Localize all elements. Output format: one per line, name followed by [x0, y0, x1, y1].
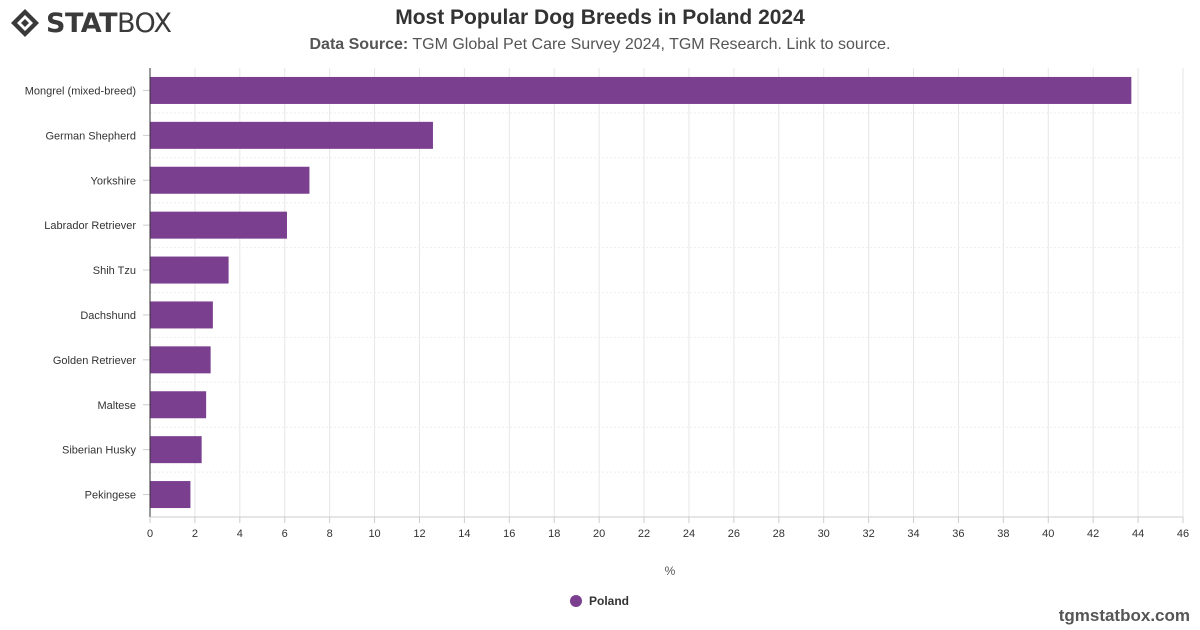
category-label: Shih Tzu [93, 265, 136, 277]
x-tick-label: 38 [997, 528, 1009, 540]
x-axis-title: % [665, 564, 676, 578]
legend-label: Poland [589, 594, 630, 608]
x-tick-label: 42 [1087, 528, 1099, 540]
source-link[interactable]: TGM Global Pet Care Survey 2024, TGM Res… [412, 36, 891, 53]
x-tick-label: 2 [192, 528, 198, 540]
bar[interactable] [150, 481, 191, 509]
x-tick-label: 20 [593, 528, 605, 540]
bar[interactable] [150, 346, 211, 374]
x-tick-label: 14 [458, 528, 470, 540]
bar[interactable] [150, 301, 213, 329]
x-tick-label: 22 [638, 528, 650, 540]
x-tick-label: 34 [907, 528, 919, 540]
x-tick-label: 40 [1042, 528, 1054, 540]
category-label: Maltese [97, 400, 136, 412]
category-label: Pekingese [85, 490, 136, 502]
bar[interactable] [150, 76, 1132, 104]
bar[interactable] [150, 256, 229, 284]
category-label: Labrador Retriever [44, 220, 136, 232]
statbox-logo[interactable]: STATBOX [10, 6, 172, 40]
x-tick-label: 30 [818, 528, 830, 540]
category-label: Siberian Husky [62, 445, 136, 457]
source-label: Data Source: [309, 36, 409, 53]
x-tick-label: 46 [1177, 528, 1189, 540]
logo-wordmark: STATBOX [46, 7, 172, 39]
x-tick-label: 12 [413, 528, 425, 540]
bar[interactable] [150, 211, 287, 239]
x-tick-label: 10 [368, 528, 380, 540]
legend-marker [570, 595, 582, 607]
category-label: Dachshund [80, 310, 136, 322]
x-tick-label: 32 [862, 528, 874, 540]
legend[interactable]: Poland [570, 594, 629, 608]
bar[interactable] [150, 391, 207, 419]
x-tick-label: 36 [952, 528, 964, 540]
x-tick-label: 6 [282, 528, 288, 540]
x-tick-label: 28 [773, 528, 785, 540]
bar[interactable] [150, 436, 202, 464]
bar[interactable] [150, 121, 433, 149]
statbox-diamond-logo-icon [11, 9, 39, 37]
x-tick-label: 18 [548, 528, 560, 540]
bar[interactable] [150, 166, 310, 194]
x-tick-label: 44 [1132, 528, 1144, 540]
x-tick-label: 8 [327, 528, 333, 540]
chart-title: Most Popular Dog Breeds in Poland 2024 [395, 6, 805, 29]
category-label: Mongrel (mixed-breed) [25, 85, 136, 97]
chart-subtitle: Data Source: TGM Global Pet Care Survey … [0, 36, 1200, 54]
x-tick-label: 4 [237, 528, 243, 540]
category-label: Golden Retriever [53, 355, 136, 367]
x-tick-label: 0 [147, 528, 153, 540]
category-label: German Shepherd [46, 130, 137, 142]
x-tick-label: 26 [728, 528, 740, 540]
x-tick-label: 24 [683, 528, 695, 540]
watermark: tgmstatbox.com [1058, 606, 1190, 625]
x-tick-label: 16 [503, 528, 515, 540]
category-label: Yorkshire [91, 175, 136, 187]
